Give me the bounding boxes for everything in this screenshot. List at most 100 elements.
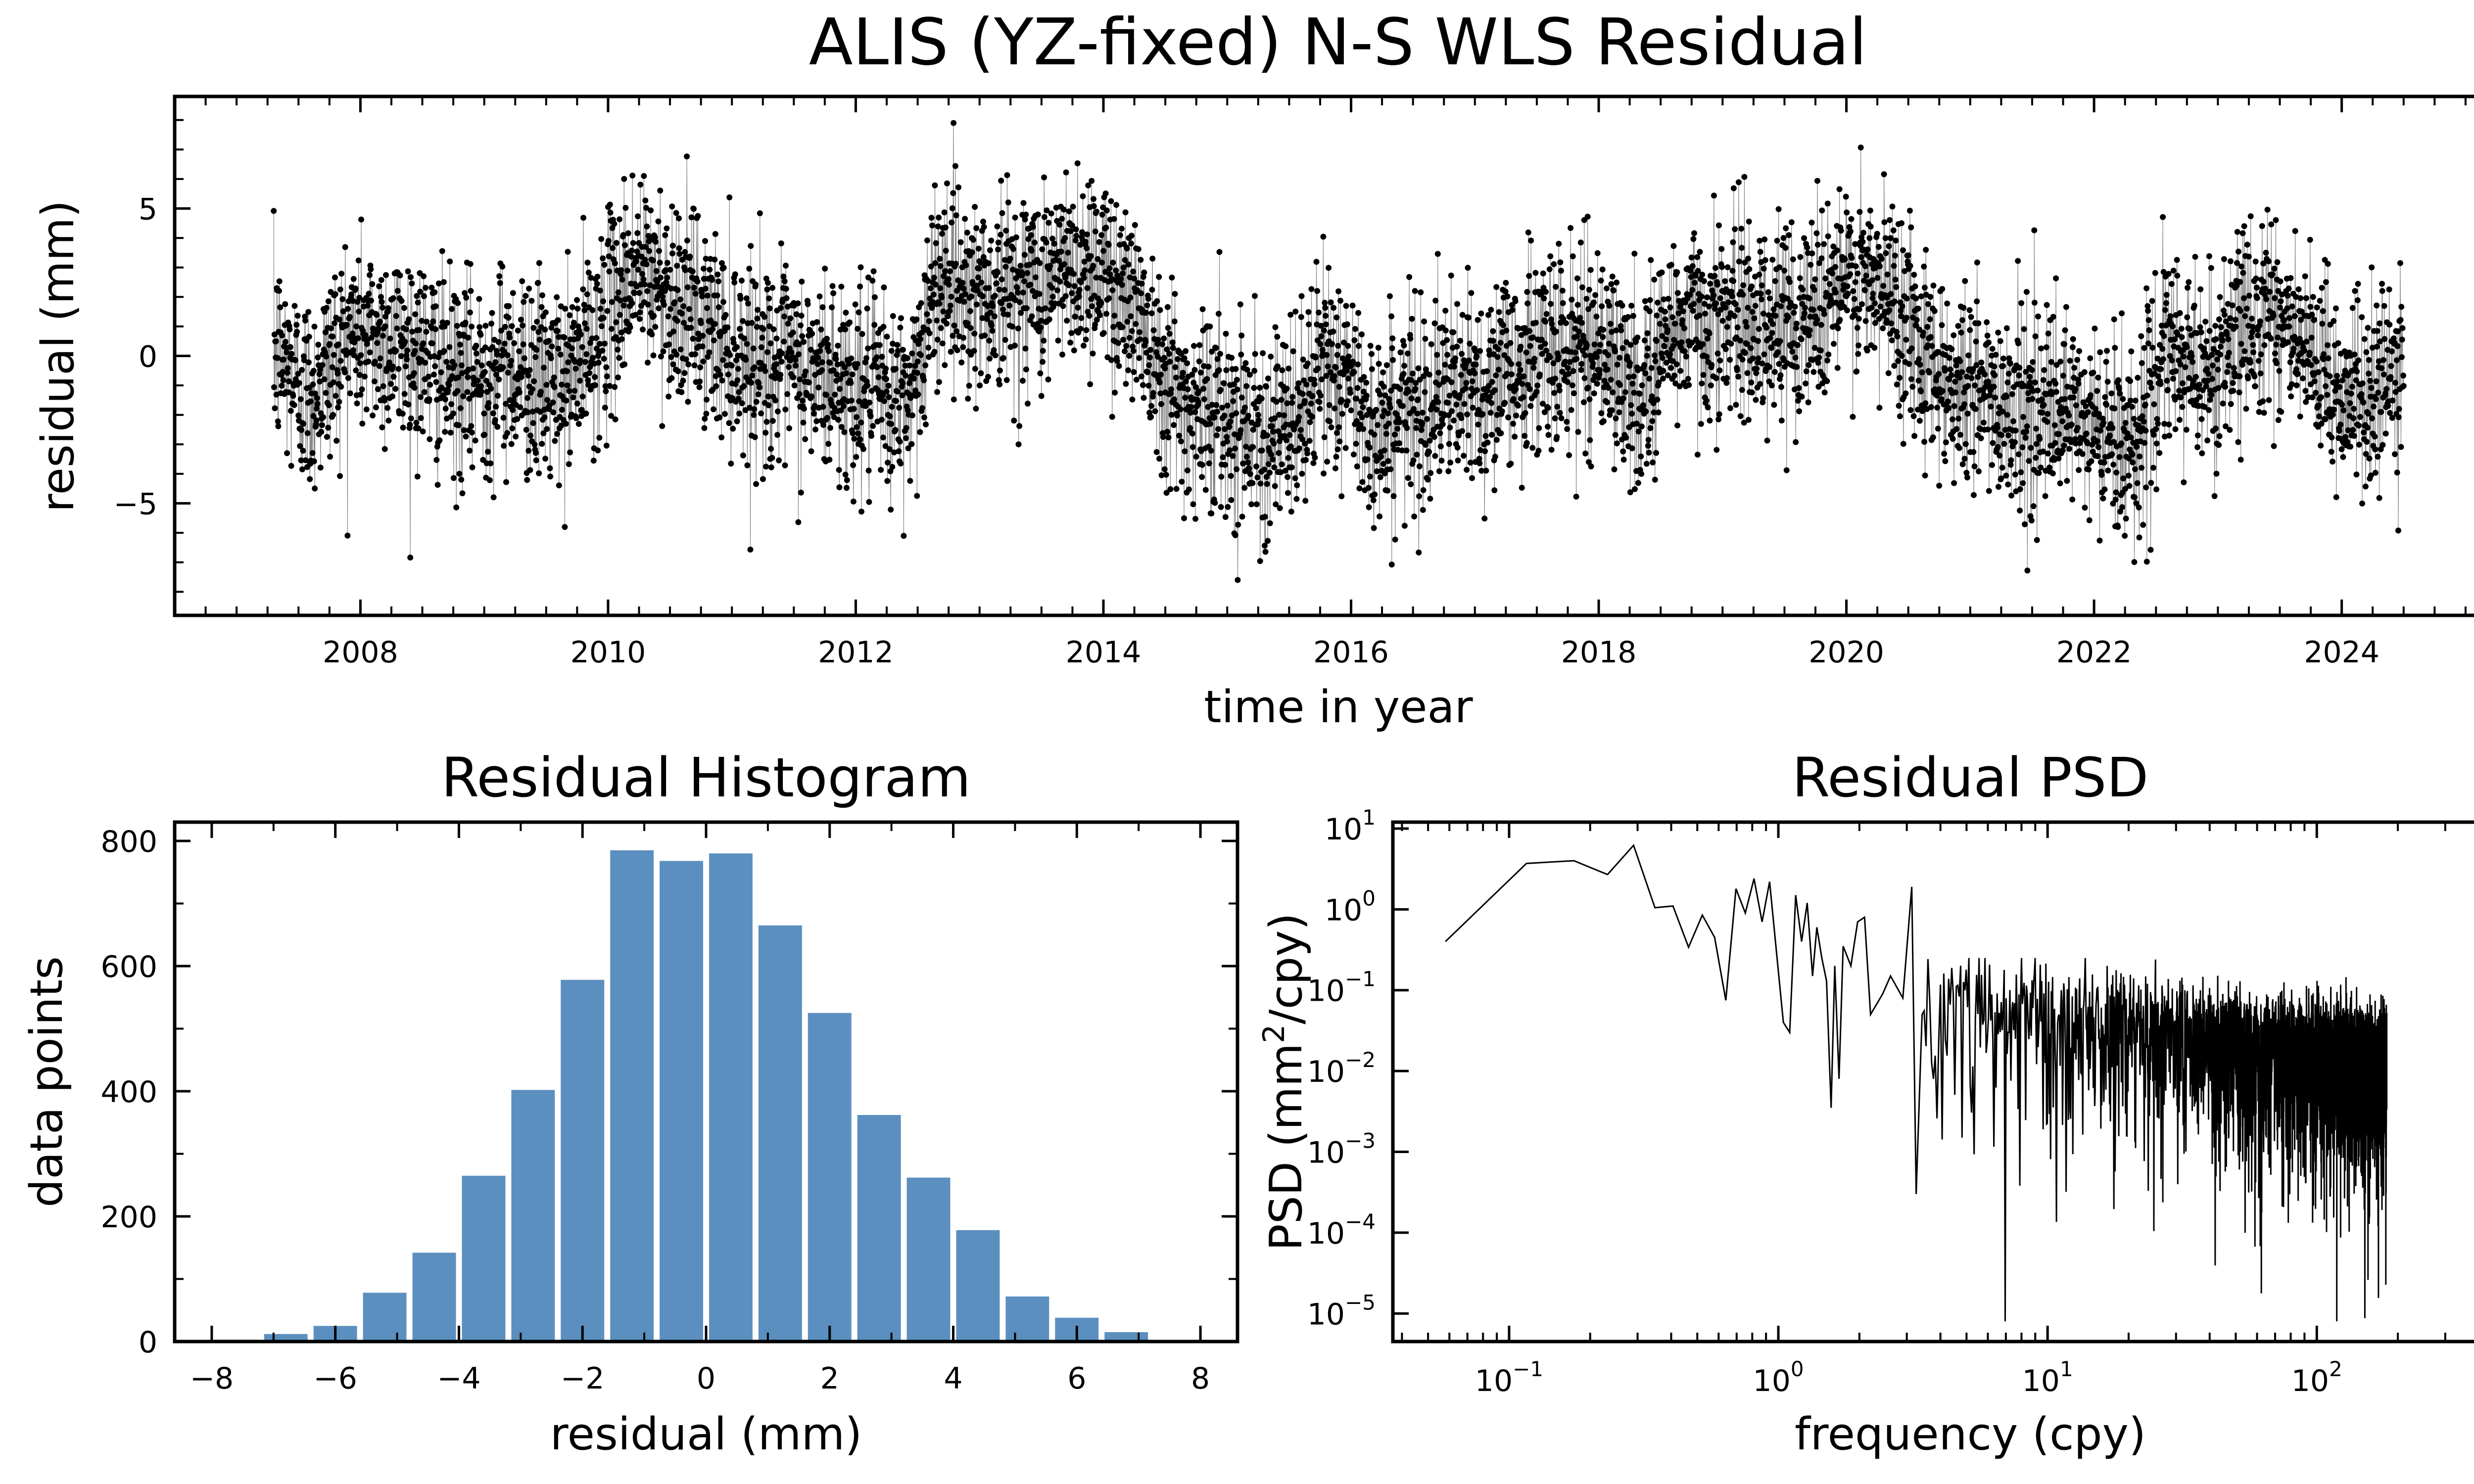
timeseries-point (1796, 385, 1802, 391)
timeseries-point (657, 260, 663, 266)
timeseries-point (462, 320, 469, 326)
timeseries-point (1084, 245, 1090, 251)
timeseries-point (1390, 357, 1396, 363)
timeseries-point (1218, 473, 1225, 480)
timeseries-point (2008, 492, 2015, 499)
timeseries-point (1411, 406, 1417, 412)
timeseries-point (893, 366, 899, 372)
timeseries-point (548, 325, 555, 331)
timeseries-point (347, 390, 353, 397)
timeseries-point (1199, 462, 1205, 468)
timeseries-point (747, 547, 754, 553)
timeseries-point (617, 297, 623, 304)
timeseries-point (1339, 411, 1345, 417)
timeseries-point (1639, 382, 1645, 389)
timeseries-point (1850, 414, 1856, 420)
timeseries-point (1736, 258, 1742, 265)
timeseries-point (1757, 381, 1763, 387)
timeseries-point (538, 304, 545, 310)
timeseries-point (1354, 385, 1361, 391)
timeseries-point (589, 307, 596, 313)
timeseries-point (1271, 440, 1277, 447)
timeseries-point (464, 389, 471, 395)
timeseries-point (1364, 456, 1371, 463)
timeseries-point (655, 218, 662, 225)
timeseries-point (928, 215, 935, 221)
timeseries-point (1071, 347, 1077, 354)
timeseries-point (1491, 487, 1498, 494)
timeseries-point (1995, 329, 2001, 336)
timeseries-point (1775, 206, 1782, 212)
timeseries-point (883, 388, 890, 395)
timeseries-point (1961, 389, 1967, 396)
timeseries-point (1273, 399, 1280, 405)
timeseries-point (385, 417, 392, 424)
timeseries-point (1069, 290, 1075, 296)
timeseries-point (1298, 314, 1304, 320)
timeseries-point (801, 339, 807, 345)
timeseries-point (1359, 331, 1365, 337)
timeseries-point (1705, 404, 1711, 411)
timeseries-point (599, 347, 606, 354)
timeseries-point (579, 393, 586, 400)
timeseries-point (1487, 410, 1494, 416)
timeseries-point (1921, 284, 1928, 291)
timeseries-point (1300, 356, 1306, 363)
timeseries-point (518, 317, 524, 323)
timeseries-point (1228, 473, 1234, 479)
timeseries-point (1216, 249, 1223, 255)
timeseries-point (1776, 361, 1782, 367)
timeseries-point (418, 394, 424, 400)
timeseries-point (1568, 407, 1574, 413)
timeseries-point (2155, 373, 2161, 379)
timeseries-point (1771, 369, 1778, 375)
timeseries-point (842, 471, 849, 478)
timeseries-point (1192, 515, 1198, 522)
timeseries-point (840, 322, 847, 328)
timeseries-point (1785, 314, 1791, 321)
timeseries-point (611, 221, 618, 227)
timeseries-point (1111, 216, 1117, 222)
timeseries-point (1138, 290, 1144, 296)
timeseries-point (1251, 368, 1258, 374)
timeseries-point (1130, 269, 1136, 275)
timeseries-point (1556, 382, 1562, 389)
timeseries-point (898, 315, 904, 322)
timeseries-point (1894, 333, 1901, 340)
timeseries-point (1693, 273, 1699, 279)
timeseries-point (1869, 277, 1875, 283)
timeseries-point (1015, 325, 1021, 331)
timeseries-point (2003, 472, 2009, 479)
timeseries-point (1524, 289, 1530, 295)
timeseries-point (1917, 362, 1923, 368)
timeseries-point (1466, 357, 1472, 364)
timeseries-point (709, 326, 715, 332)
timeseries-point (892, 427, 899, 433)
timeseries-point (1138, 257, 1144, 263)
timeseries-point (1219, 405, 1225, 411)
timeseries-point (1084, 231, 1090, 237)
timeseries-point (2073, 402, 2079, 409)
timeseries-point (1442, 308, 1449, 314)
timeseries-point (650, 257, 656, 264)
timeseries-point (905, 445, 911, 452)
timeseries-point (372, 359, 378, 365)
timeseries-point (1655, 299, 1661, 306)
timeseries-point (851, 436, 857, 442)
timeseries-point (469, 324, 475, 330)
timeseries-point (1627, 342, 1634, 348)
timeseries-point (421, 389, 428, 395)
timeseries-point (1556, 387, 1563, 394)
timeseries-point (2027, 373, 2033, 380)
timeseries-point (559, 407, 565, 413)
timeseries-point (1765, 312, 1772, 319)
timeseries-point (986, 337, 993, 344)
timeseries-point (615, 289, 621, 295)
timeseries-point (311, 458, 317, 464)
timeseries-point (1759, 360, 1765, 367)
timeseries-point (748, 243, 754, 249)
timeseries-point (1513, 386, 1519, 392)
timeseries-point (1148, 310, 1155, 317)
timeseries-point (1408, 377, 1414, 383)
timeseries-point (1326, 402, 1332, 408)
